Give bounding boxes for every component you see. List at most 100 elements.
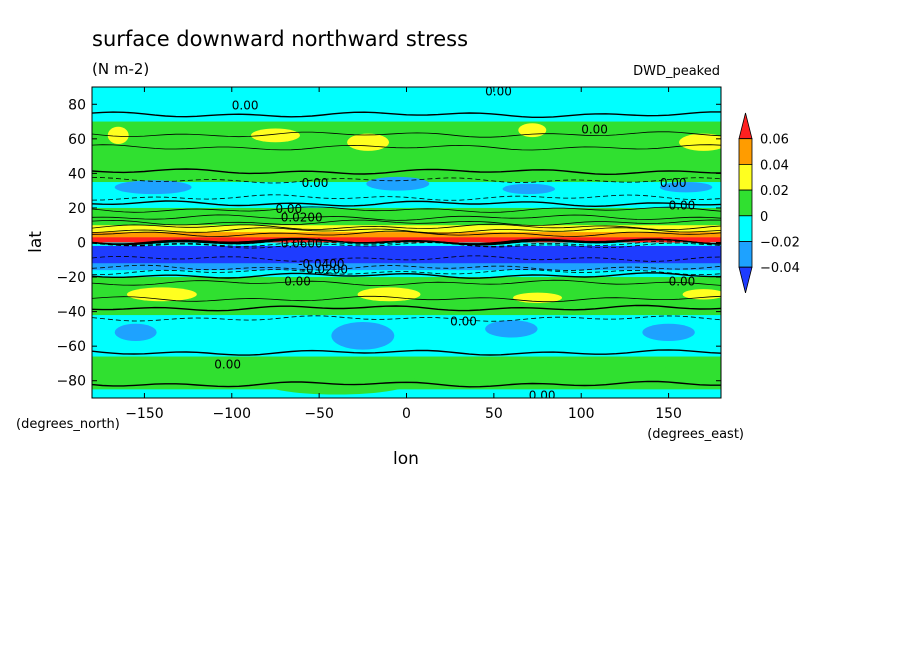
contour-line (92, 268, 721, 276)
y-axis: −80 −60 −40 −20 0 20 40 60 80 (56, 97, 721, 390)
contour-line (92, 194, 721, 201)
colorbar-bin (738, 266, 753, 293)
x-tick-label: 50 (485, 406, 503, 422)
x-axis-label: lon (393, 449, 419, 469)
contour-blob (257, 366, 416, 395)
contour-blob (357, 287, 421, 302)
lat-band (92, 245, 721, 252)
contour-blob (366, 176, 430, 191)
contour-blob (347, 133, 390, 151)
colorbar: 0.06 0.04 0.02 0 −0.02 −0.04 (738, 112, 800, 293)
lat-band (92, 216, 721, 226)
contour-line (92, 219, 721, 226)
colorbar-label: 0 (760, 210, 768, 225)
contour-label: 0.00 (669, 198, 696, 212)
lat-band (92, 232, 721, 238)
contour-line (92, 349, 721, 356)
contour-line (92, 144, 721, 151)
contour-label: 0.00 (660, 176, 687, 190)
contour-line (92, 380, 721, 388)
contour-line (92, 227, 721, 234)
contour-blob (502, 183, 556, 195)
colorbar-bin (738, 189, 753, 217)
contour-line (92, 272, 721, 279)
colorbar-bin (738, 241, 753, 268)
contour-label: 0.00 (232, 98, 259, 112)
lat-band (92, 190, 721, 200)
contour-label: -0.0400 (298, 257, 344, 271)
lat-band (92, 237, 721, 242)
contour-label: 0.00 (275, 202, 302, 216)
y-tick-label: −80 (56, 374, 86, 390)
contour-line (92, 111, 721, 118)
contour-line (92, 240, 721, 247)
contour-label: 0.0600 (281, 237, 323, 251)
x-tick-label: −100 (213, 406, 251, 422)
contour-blob (310, 93, 416, 122)
y-tick-label: 80 (68, 97, 86, 113)
x-tick-label: −50 (304, 406, 334, 422)
x-tick-label: 150 (655, 406, 682, 422)
y-tick-label: 20 (68, 201, 86, 217)
lat-band (92, 225, 721, 233)
x-tick-label: 100 (568, 406, 595, 422)
contour-line (92, 177, 721, 184)
colorbar-label: −0.04 (760, 261, 800, 276)
contour-line (92, 200, 721, 208)
x-tick-label: 0 (402, 406, 411, 422)
contour-line (92, 223, 721, 231)
contour-label: 0.00 (284, 275, 311, 289)
colorbar-bin (738, 138, 753, 165)
colorbar-label: 0.04 (760, 158, 789, 173)
contour-line (92, 206, 721, 213)
contour-label: 0.00 (529, 389, 556, 403)
lat-band (92, 328, 721, 344)
contour-blob (107, 126, 129, 145)
y-axis-label: lat (26, 231, 46, 253)
contour-line (92, 264, 721, 271)
contour-blob (485, 320, 538, 338)
lat-band (92, 302, 721, 316)
contour-label: -0.0200 (302, 262, 348, 276)
contour-label: 0.0200 (281, 211, 323, 225)
contour-labels: 0.000.000.000.02000.0600-0.0400-0.02000.… (214, 84, 696, 403)
y-tick-label: −60 (56, 339, 86, 355)
contour-line (92, 168, 721, 176)
x-axis-units: (degrees_east) (647, 427, 744, 442)
colorbar-bin (738, 163, 753, 191)
contour-line (92, 315, 721, 322)
y-tick-label: 0 (77, 236, 86, 252)
contour-blob (331, 321, 395, 350)
contour-blob (616, 93, 721, 122)
contour-line (92, 237, 721, 245)
colorbar-label: 0.02 (760, 184, 789, 199)
contour-blob (528, 359, 669, 381)
contour-line (92, 214, 721, 221)
chart-title: surface downward northward stress (92, 27, 468, 51)
contour-label: 0.00 (485, 84, 512, 98)
contour-blob (250, 128, 300, 143)
y-axis-units: (degrees_north) (16, 417, 120, 432)
contour-line (92, 242, 721, 249)
lat-band (92, 251, 721, 257)
dataset-label: DWD_peaked (633, 64, 720, 79)
contour-label: 0.00 (669, 275, 696, 289)
lat-band (92, 315, 721, 330)
plot-area: 0.000.000.000.02000.0600-0.0400-0.02000.… (92, 84, 721, 403)
x-axis: −150 −100 −50 0 50 100 150 (125, 87, 682, 422)
contour-line (92, 230, 721, 237)
contour-line (92, 255, 721, 262)
lat-band (92, 342, 721, 358)
y-tick-label: −40 (56, 305, 86, 321)
lat-band (92, 121, 721, 140)
colorbar-label: −0.02 (760, 236, 800, 251)
contour-label: 0.00 (214, 357, 241, 371)
lat-band (92, 87, 721, 105)
contour-blob (114, 323, 157, 341)
contour-line (92, 304, 721, 312)
y-tick-label: 60 (68, 132, 86, 148)
colorbar-bin (738, 112, 753, 140)
lat-band (92, 263, 721, 271)
contour-blob (114, 180, 192, 195)
